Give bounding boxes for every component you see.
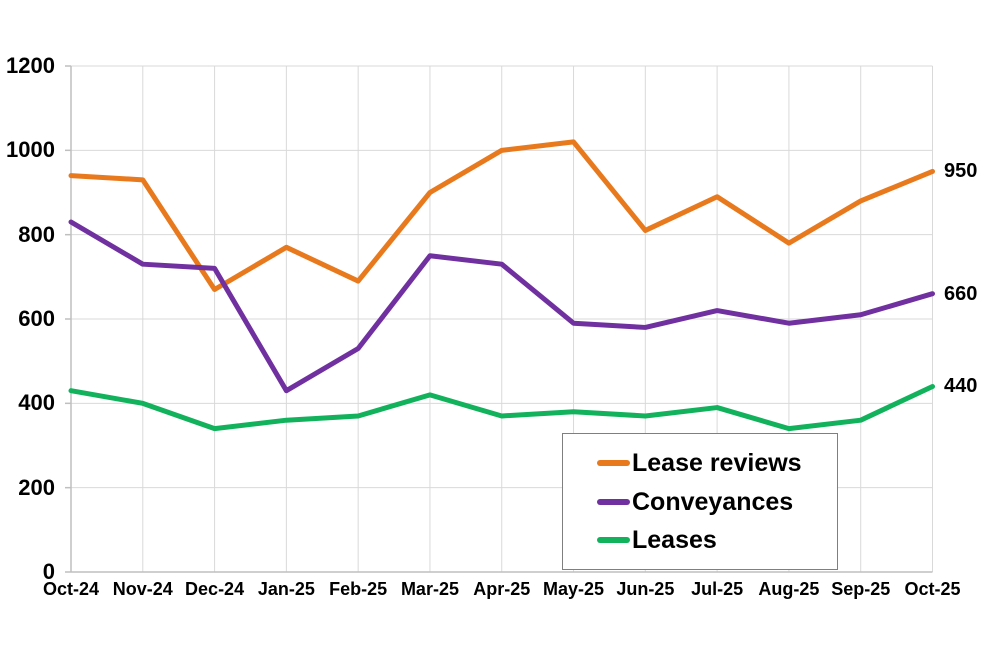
- x-axis-category-label: Mar-25: [400, 579, 459, 599]
- end-value-label-leases: 440: [944, 375, 978, 398]
- x-axis-category-label: Feb-25: [329, 579, 388, 599]
- x-axis-category-label: Apr-25: [473, 579, 531, 599]
- x-axis-category-label: Jun-25: [616, 579, 675, 599]
- chart-legend: Lease reviews Conveyances Leases: [562, 433, 838, 570]
- legend-item-leases: Leases: [597, 526, 837, 554]
- legend-item-conveyances: Conveyances: [597, 488, 837, 516]
- legend-label: Conveyances: [632, 487, 794, 516]
- y-axis-tick-label: 800: [18, 221, 55, 247]
- legend-label: Lease reviews: [632, 448, 802, 477]
- x-axis-category-label: Jan-25: [257, 579, 315, 599]
- legend-item-lease-reviews: Lease reviews: [597, 449, 837, 477]
- end-value-label-conveyances: 660: [944, 282, 978, 305]
- y-axis-tick-label: 400: [18, 390, 55, 416]
- y-axis-tick-label: 600: [18, 306, 55, 331]
- y-axis-tick-label: 200: [18, 474, 55, 500]
- x-axis-category-label: May-25: [543, 579, 605, 599]
- end-value-label-lease-reviews: 950: [944, 160, 978, 183]
- x-axis-category-label: Dec-24: [185, 579, 245, 599]
- series-line-conveyances: [68, 219, 935, 394]
- x-axis-category-label: Oct-25: [904, 579, 961, 599]
- y-axis-tick-label: 1000: [6, 137, 55, 163]
- y-axis-tick-label: 1200: [6, 53, 55, 78]
- x-axis-category-label: Jul-25: [691, 579, 744, 599]
- y-axis-tick-label: 0: [42, 559, 55, 584]
- series-line-leases: [68, 383, 935, 432]
- x-axis-category-label: Sep-25: [831, 579, 891, 599]
- conveyances-line-swatch-icon: [597, 498, 630, 505]
- lease-reviews-line-swatch-icon: [597, 459, 630, 466]
- x-axis-category-label: Nov-24: [112, 579, 173, 599]
- series-line-lease-reviews: [68, 139, 935, 292]
- legend-label: Leases: [632, 526, 717, 555]
- leases-line-swatch-icon: [597, 537, 630, 544]
- x-axis-category-label: Oct-24: [42, 579, 100, 599]
- x-axis-category-label: Aug-25: [758, 579, 820, 599]
